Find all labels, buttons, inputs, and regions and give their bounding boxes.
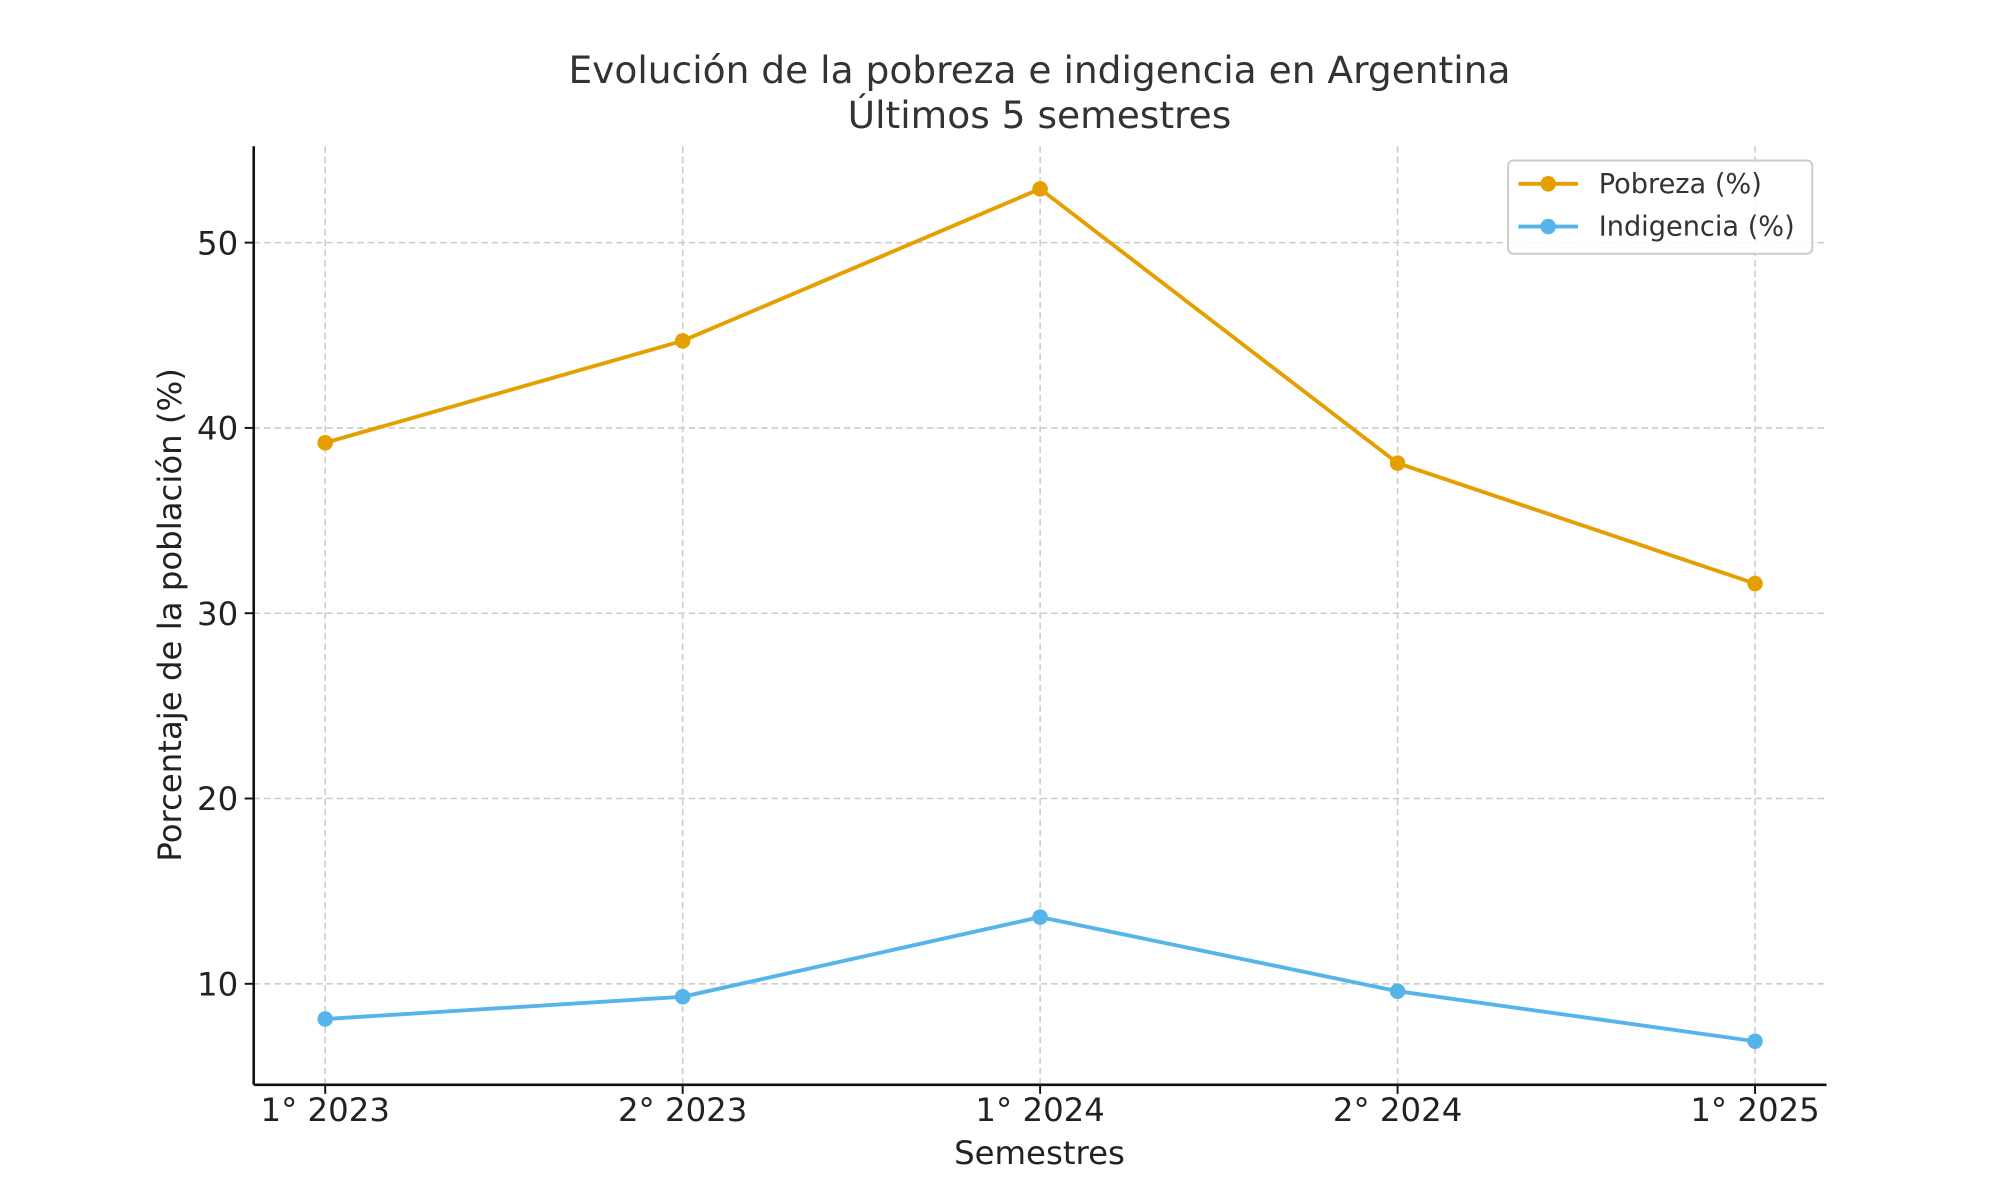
legend-marker-pobreza — [1540, 176, 1556, 192]
chart-subtitle: Últimos 5 semestres — [848, 93, 1232, 137]
x-tick-label: 1° 2025 — [1690, 1091, 1819, 1129]
data-point-indigencia — [317, 1011, 333, 1027]
legend-label-pobreza: Pobreza (%) — [1599, 169, 1762, 200]
data-point-indigencia — [1032, 909, 1048, 925]
data-point-indigencia — [1389, 983, 1406, 999]
legend-marker-indigencia — [1540, 218, 1556, 235]
chart-title: Evolución de la pobreza e indigencia en … — [568, 48, 1510, 92]
legend: Pobreza (%) Indigencia (%) — [1507, 159, 1814, 255]
data-point-indigencia — [1747, 1033, 1763, 1050]
data-point-pobreza — [1747, 575, 1763, 592]
x-tick-label: 2° 2023 — [618, 1091, 747, 1129]
x-axis-label: Semestres — [954, 1134, 1125, 1172]
data-point-indigencia — [674, 989, 691, 1005]
x-tick-label: 2° 2024 — [1333, 1091, 1462, 1129]
y-tick-label: 20 — [197, 780, 238, 818]
x-tick-label: 1° 2023 — [261, 1091, 390, 1129]
data-point-pobreza — [1389, 455, 1406, 471]
y-tick-label: 40 — [197, 410, 238, 448]
y-tick-label: 10 — [197, 965, 238, 1003]
data-point-pobreza — [1032, 181, 1048, 197]
legend-label-indigencia: Indigencia (%) — [1599, 212, 1795, 243]
series-group — [317, 181, 1763, 1050]
x-tick-label: 1° 2024 — [975, 1091, 1104, 1129]
data-point-pobreza — [674, 333, 691, 349]
data-point-pobreza — [317, 434, 333, 451]
grid — [253, 146, 1827, 1085]
legend-box — [1507, 159, 1814, 255]
ticks: 1° 2023 2° 2023 1° 2024 2° 2024 1° 2025 10 20 3… — [197, 224, 1820, 1129]
y-tick-label: 50 — [197, 224, 238, 262]
y-axis-label: Porcentaje de la población (%) — [151, 368, 189, 862]
y-tick-label: 30 — [197, 595, 238, 633]
